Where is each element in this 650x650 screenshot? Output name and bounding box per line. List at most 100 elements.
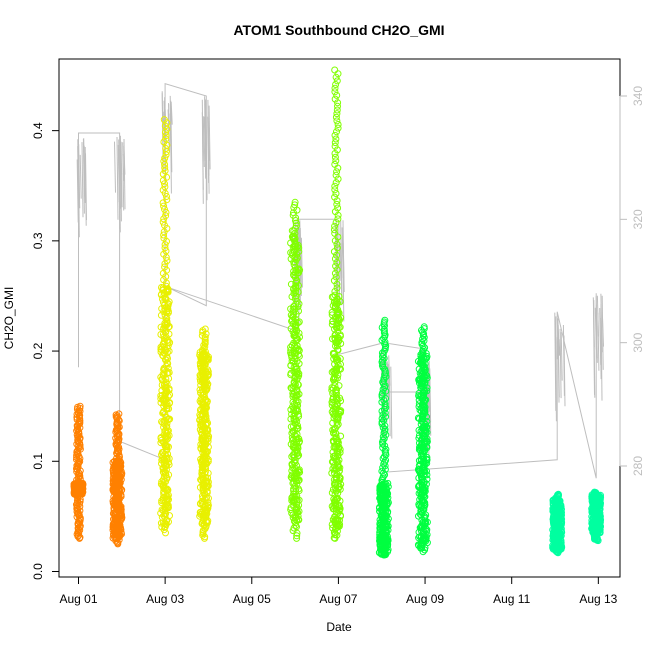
data-point bbox=[158, 391, 166, 399]
data-point bbox=[333, 266, 341, 274]
data-point bbox=[420, 337, 428, 345]
data-point bbox=[111, 510, 119, 518]
data-point bbox=[200, 341, 208, 349]
data-point bbox=[333, 200, 341, 208]
data-point bbox=[197, 429, 205, 436]
data-point bbox=[162, 509, 169, 517]
secondary-series-spike bbox=[202, 116, 205, 168]
data-point bbox=[588, 493, 596, 501]
data-point bbox=[160, 231, 168, 239]
data-point bbox=[290, 502, 298, 510]
data-point bbox=[333, 339, 341, 347]
data-point bbox=[378, 511, 386, 519]
data-point bbox=[113, 486, 120, 494]
data-point bbox=[196, 512, 204, 520]
data-point bbox=[331, 193, 339, 201]
data-point bbox=[420, 323, 428, 331]
data-point bbox=[334, 439, 342, 446]
data-point bbox=[378, 538, 386, 546]
data-point bbox=[331, 142, 339, 150]
data-point bbox=[164, 432, 171, 440]
data-point bbox=[549, 532, 557, 540]
data-point bbox=[422, 371, 430, 379]
secondary-series-spike bbox=[201, 99, 204, 190]
data-point bbox=[422, 511, 430, 519]
data-point bbox=[329, 390, 337, 397]
data-point bbox=[161, 164, 169, 172]
data-point bbox=[331, 95, 339, 103]
data-point bbox=[418, 478, 426, 486]
data-point bbox=[295, 318, 303, 326]
data-point bbox=[418, 491, 426, 499]
data-point bbox=[164, 285, 172, 293]
secondary-series-spike bbox=[390, 366, 393, 439]
data-point bbox=[295, 451, 303, 459]
data-point bbox=[202, 517, 210, 525]
data-point bbox=[160, 369, 168, 377]
x-tick-label: Aug 13 bbox=[579, 592, 617, 606]
data-point bbox=[415, 534, 423, 542]
secondary-series-spike bbox=[560, 332, 563, 381]
data-point bbox=[421, 355, 429, 363]
secondary-series-spike bbox=[594, 307, 597, 350]
data-point bbox=[592, 493, 600, 500]
data-point bbox=[293, 406, 301, 414]
data-point bbox=[330, 443, 338, 451]
data-point bbox=[112, 476, 120, 484]
data-point bbox=[200, 439, 208, 447]
data-point bbox=[330, 355, 338, 363]
data-point bbox=[331, 160, 339, 168]
data-point bbox=[203, 482, 211, 490]
data-point bbox=[161, 205, 168, 213]
data-point bbox=[331, 139, 339, 147]
data-point bbox=[332, 190, 340, 197]
data-point bbox=[164, 364, 172, 372]
data-point bbox=[331, 255, 339, 263]
data-point bbox=[377, 492, 385, 500]
data-point bbox=[196, 397, 204, 405]
x-axis: Aug 01 Aug 03 Aug 05 Aug 07 Aug 09 Aug 11 Aug … bbox=[59, 576, 618, 606]
data-point bbox=[377, 497, 385, 505]
data-point bbox=[291, 444, 299, 452]
data-point bbox=[332, 262, 340, 270]
secondary-series-spike bbox=[339, 246, 342, 281]
secondary-series-spike bbox=[205, 100, 208, 199]
data-point bbox=[382, 489, 390, 497]
data-point bbox=[380, 545, 387, 553]
data-point bbox=[203, 487, 211, 495]
y2-axis: 280 300 320 340 bbox=[619, 86, 645, 476]
data-point bbox=[163, 308, 171, 316]
data-point bbox=[333, 284, 341, 292]
data-point bbox=[331, 84, 339, 92]
data-point bbox=[293, 534, 301, 542]
data-point bbox=[288, 357, 296, 365]
data-point bbox=[294, 288, 302, 296]
x-tick-label: Aug 07 bbox=[319, 592, 357, 606]
data-point bbox=[557, 508, 565, 516]
data-point bbox=[162, 315, 170, 323]
data-point bbox=[332, 171, 340, 179]
data-point bbox=[160, 202, 168, 210]
data-point bbox=[160, 459, 168, 467]
data-point bbox=[74, 485, 82, 493]
data-point bbox=[379, 501, 386, 509]
secondary-series-spike bbox=[556, 337, 559, 360]
secondary-series-spike bbox=[207, 117, 210, 161]
y2-tick-label: 280 bbox=[631, 456, 645, 476]
data-point bbox=[329, 465, 337, 473]
data-point bbox=[204, 474, 212, 482]
data-point bbox=[333, 395, 341, 403]
data-point bbox=[416, 510, 424, 518]
data-point bbox=[290, 479, 298, 487]
secondary-series-spike bbox=[563, 335, 566, 407]
data-point bbox=[291, 201, 299, 209]
data-point bbox=[113, 412, 121, 420]
data-point bbox=[415, 482, 423, 490]
data-point bbox=[329, 524, 337, 532]
y2-tick-label: 340 bbox=[631, 86, 645, 106]
data-point bbox=[113, 414, 121, 422]
data-point bbox=[157, 395, 165, 403]
data-point bbox=[596, 513, 604, 521]
data-point bbox=[162, 148, 170, 156]
data-point bbox=[289, 398, 297, 406]
